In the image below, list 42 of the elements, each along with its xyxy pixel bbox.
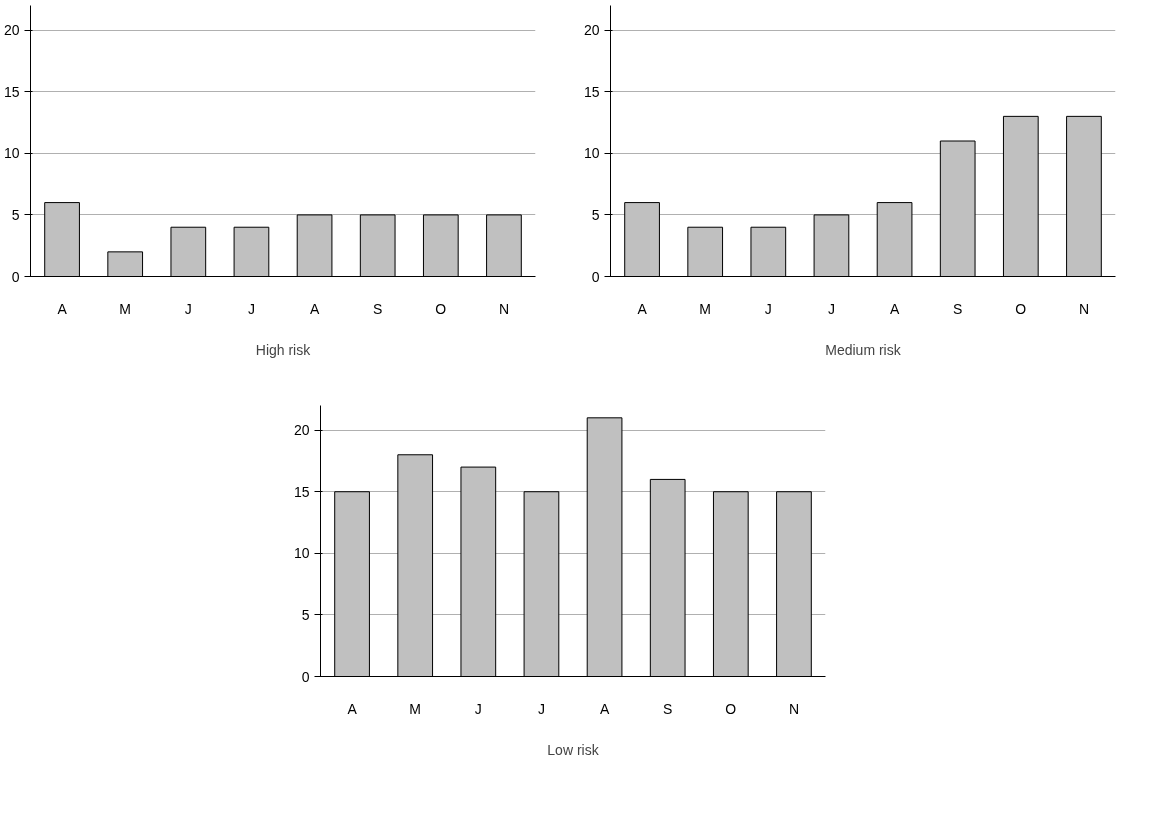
y-tick-label: 15: [293, 483, 310, 500]
x-tick-label: J: [184, 300, 192, 317]
x-tick-label: M: [119, 300, 132, 317]
x-tick-label: O: [435, 300, 447, 317]
x-tick-label: A: [599, 700, 610, 717]
x-tick-label: M: [699, 300, 712, 317]
y-tick-label: 20: [583, 22, 600, 39]
y-tick-label: 10: [583, 145, 600, 162]
x-tick-label: S: [663, 700, 673, 717]
x-tick-label: J: [474, 700, 482, 717]
y-tick-label: 15: [3, 83, 20, 100]
y-tick-label: 5: [591, 206, 600, 223]
x-tick-label: A: [637, 300, 648, 317]
y-tick-label: 20: [293, 422, 310, 439]
x-tick-label: A: [347, 700, 358, 717]
x-tick-label: A: [309, 300, 320, 317]
y-tick-label: 5: [301, 606, 310, 623]
x-tick-label: O: [725, 700, 737, 717]
x-tick-label: O: [1015, 300, 1027, 317]
x-tick-label: N: [788, 700, 800, 717]
x-tick-label: J: [537, 700, 545, 717]
x-tick-label: A: [57, 300, 68, 317]
y-tick-label: 0: [301, 668, 310, 685]
x-tick-label: M: [409, 700, 422, 717]
y-tick-label: 0: [11, 268, 20, 285]
x-tick-label: N: [498, 300, 510, 317]
y-tick-label: 10: [293, 545, 310, 562]
y-tick-label: 15: [583, 83, 600, 100]
y-tick-label: 20: [3, 22, 20, 39]
x-axis-title: High risk: [255, 341, 312, 358]
x-tick-label: J: [764, 300, 772, 317]
x-tick-label: A: [889, 300, 900, 317]
x-axis-title: Low risk: [547, 741, 600, 758]
x-tick-label: S: [953, 300, 963, 317]
y-tick-label: 10: [3, 145, 20, 162]
x-tick-label: S: [373, 300, 383, 317]
x-tick-label: J: [827, 300, 835, 317]
x-tick-label: J: [247, 300, 255, 317]
y-tick-label: 0: [591, 268, 600, 285]
x-axis-title: Medium risk: [825, 341, 902, 358]
x-tick-label: N: [1078, 300, 1090, 317]
y-tick-label: 5: [11, 206, 20, 223]
